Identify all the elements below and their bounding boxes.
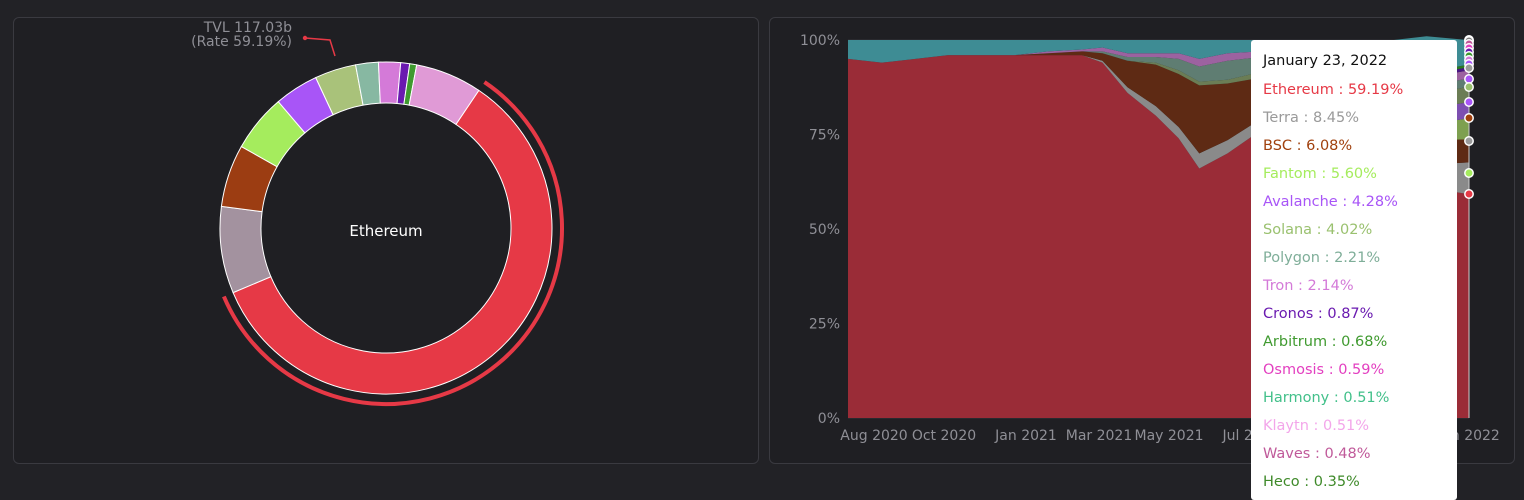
hover-dot (1464, 97, 1474, 107)
tooltip-row: Solana : 4.02% (1263, 222, 1373, 238)
donut-center-label: Ethereum (349, 222, 422, 240)
tooltip-row: Heco : 0.35% (1263, 474, 1360, 490)
tooltip-row: BSC : 6.08% (1263, 138, 1353, 154)
tooltip-row: Cronos : 0.87% (1263, 306, 1374, 322)
hover-dot (1464, 74, 1474, 84)
tvl-leader-line (304, 37, 336, 57)
hover-dot (1464, 136, 1474, 146)
y-tick-label: 50% (809, 222, 840, 238)
tooltip-row: Fantom : 5.60% (1263, 166, 1377, 182)
hover-dot (1464, 189, 1474, 199)
tooltip-row: Waves : 0.48% (1263, 446, 1371, 462)
tooltip-row: Klaytn : 0.51% (1263, 418, 1370, 434)
y-tick-label: 25% (809, 317, 840, 333)
tooltip-row: Tron : 2.14% (1263, 278, 1354, 294)
y-tick-label: 75% (809, 128, 840, 144)
x-tick-label: May 2021 (1134, 428, 1203, 444)
y-tick-label: 100% (800, 33, 840, 49)
tvl-amount: TVL 117.03b (203, 20, 292, 32)
tooltip-row: Harmony : 0.51% (1263, 390, 1390, 406)
tooltip-row: Polygon : 2.21% (1263, 250, 1381, 266)
hover-dot (1464, 63, 1474, 73)
area-series-bsc[interactable] (848, 51, 1469, 165)
tooltip-date: January 23, 2022 (1263, 53, 1388, 69)
x-tick-label: Mar 2021 (1066, 428, 1133, 444)
chart-tooltip: January 23, 2022 Ethereum : 59.19% Terra … (1251, 40, 1457, 500)
tooltip-row: Osmosis : 0.59% (1263, 362, 1385, 378)
x-tick-label: Oct 2020 (912, 428, 976, 444)
tooltip-row: Ethereum : 59.19% (1263, 82, 1404, 98)
tooltip-row: Avalanche : 4.28% (1263, 194, 1398, 210)
tvl-donut-chart: Ethereum (219, 35, 564, 406)
y-tick-label: 0% (818, 411, 840, 427)
tooltip-row: Terra : 8.45% (1263, 110, 1360, 126)
x-tick-label: Aug 2020 (840, 428, 907, 444)
tvl-leader-dot (302, 35, 308, 41)
x-tick-label: Jan 2021 (994, 428, 1057, 444)
tooltip-row: Arbitrum : 0.68% (1263, 334, 1388, 350)
ethereum-highlight-arc (222, 80, 564, 406)
hover-dot (1464, 82, 1474, 92)
pie-slice-others[interactable] (408, 64, 480, 126)
tvl-label: TVL 117.03b (Rate 59.19%) (180, 20, 292, 51)
hover-dot (1464, 168, 1474, 178)
pie-slice-ethereum[interactable] (232, 89, 553, 395)
tvl-rate: (Rate 59.19%) (191, 34, 292, 50)
hover-dot (1464, 113, 1474, 123)
